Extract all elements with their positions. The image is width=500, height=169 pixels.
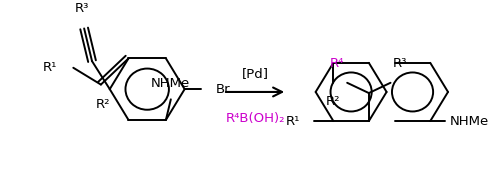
Text: R³: R³	[393, 57, 407, 70]
Text: R⁴B(OH)₂: R⁴B(OH)₂	[226, 112, 285, 125]
Text: Br: Br	[216, 83, 231, 96]
Text: NHMe: NHMe	[151, 77, 190, 90]
Text: R⁴: R⁴	[330, 57, 344, 70]
Text: [Pd]: [Pd]	[242, 67, 268, 80]
Text: R³: R³	[75, 2, 90, 15]
Text: R²: R²	[326, 95, 340, 108]
Text: NHMe: NHMe	[450, 115, 489, 128]
Text: R¹: R¹	[286, 115, 300, 128]
Text: R²: R²	[96, 98, 110, 111]
Text: R¹: R¹	[43, 61, 58, 74]
